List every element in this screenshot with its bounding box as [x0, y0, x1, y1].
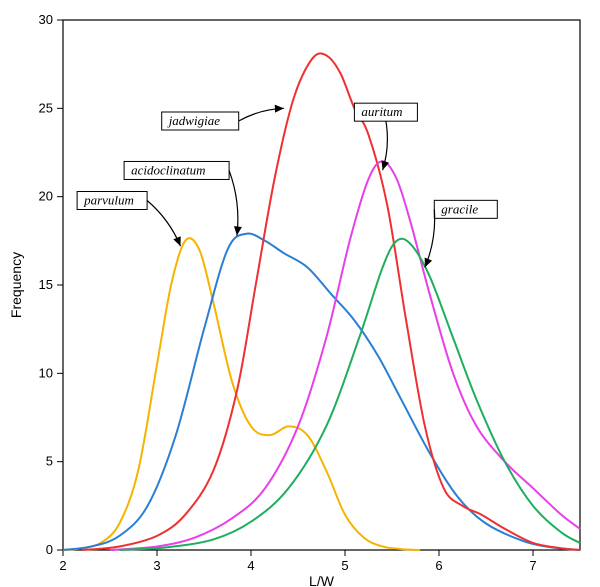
x-tick-label: 2 — [59, 558, 66, 573]
y-tick-label: 5 — [46, 454, 53, 469]
chart-bg — [0, 0, 600, 587]
label-text-auritum: auritum — [361, 104, 402, 119]
label-text-gracile: gracile — [441, 201, 478, 216]
x-axis-label: L/W — [309, 573, 335, 587]
y-tick-label: 15 — [39, 277, 53, 292]
label-text-parvulum: parvulum — [83, 193, 134, 208]
label-text-acidoclinatum: acidoclinatum — [131, 162, 205, 177]
x-tick-label: 4 — [247, 558, 254, 573]
y-tick-label: 0 — [46, 542, 53, 557]
x-tick-label: 6 — [435, 558, 442, 573]
y-axis-label: Frequency — [8, 252, 24, 318]
label-text-jadwigiae: jadwigiae — [167, 113, 221, 128]
x-tick-label: 7 — [529, 558, 536, 573]
x-tick-label: 5 — [341, 558, 348, 573]
x-tick-label: 3 — [153, 558, 160, 573]
y-tick-label: 25 — [39, 100, 53, 115]
y-tick-label: 10 — [39, 365, 53, 380]
y-tick-label: 20 — [39, 189, 53, 204]
y-tick-label: 30 — [39, 12, 53, 27]
